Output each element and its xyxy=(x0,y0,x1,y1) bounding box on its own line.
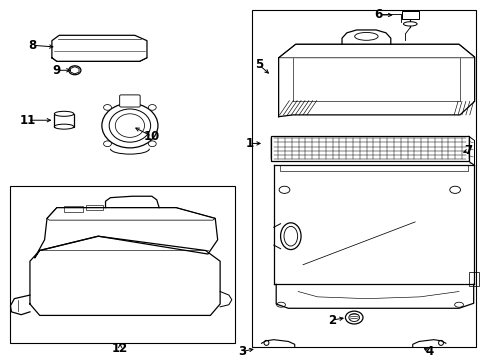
Bar xyxy=(279,165,467,171)
Text: 12: 12 xyxy=(112,342,128,355)
Ellipse shape xyxy=(103,104,111,110)
Text: 8: 8 xyxy=(28,39,37,52)
Text: 3: 3 xyxy=(238,345,245,358)
Text: 1: 1 xyxy=(245,137,253,150)
Ellipse shape xyxy=(148,141,156,147)
FancyBboxPatch shape xyxy=(120,95,140,107)
Text: 11: 11 xyxy=(20,114,36,127)
Text: 4: 4 xyxy=(425,345,433,358)
Ellipse shape xyxy=(148,104,156,110)
Ellipse shape xyxy=(103,141,111,147)
Bar xyxy=(64,206,82,212)
Text: 7: 7 xyxy=(464,144,472,157)
Ellipse shape xyxy=(403,22,416,26)
Text: 10: 10 xyxy=(143,130,160,143)
Ellipse shape xyxy=(54,111,74,116)
Bar xyxy=(401,11,418,18)
Text: 6: 6 xyxy=(374,9,382,22)
Bar xyxy=(10,186,234,343)
Bar xyxy=(251,10,475,347)
Text: 2: 2 xyxy=(327,314,336,327)
Ellipse shape xyxy=(69,66,81,75)
Text: 9: 9 xyxy=(53,64,61,77)
Ellipse shape xyxy=(54,124,74,129)
Ellipse shape xyxy=(280,223,301,249)
Ellipse shape xyxy=(345,311,362,324)
Bar xyxy=(271,136,468,161)
Bar xyxy=(468,272,478,286)
Ellipse shape xyxy=(102,103,158,148)
Bar xyxy=(86,205,103,210)
Bar xyxy=(54,114,74,127)
Text: 5: 5 xyxy=(254,58,263,71)
